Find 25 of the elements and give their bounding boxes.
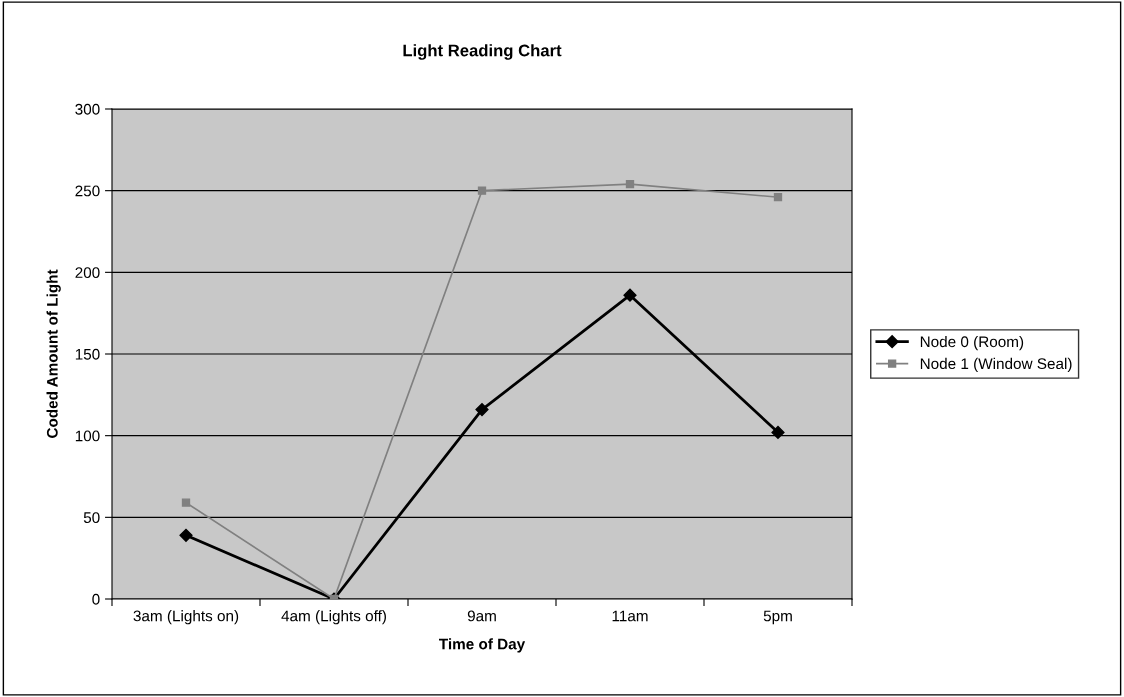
x-tick-label: 4am (Lights off) bbox=[281, 610, 386, 625]
point bbox=[179, 528, 193, 542]
y-tick-label: 150 bbox=[75, 348, 100, 360]
x-tick-label: 11am bbox=[612, 610, 648, 622]
y-tick-label: 300 bbox=[75, 103, 100, 115]
point bbox=[477, 186, 487, 195]
y-tick-label: 50 bbox=[83, 512, 100, 524]
point bbox=[181, 498, 191, 507]
y-tick-label: 250 bbox=[75, 185, 100, 197]
point bbox=[623, 288, 637, 302]
x-tick-label: 9am bbox=[467, 610, 496, 622]
y-axis-title: Coded Amount of Light bbox=[46, 269, 61, 438]
y-tick-label: 100 bbox=[75, 430, 100, 442]
x-tick-label: 3am (Lights on) bbox=[133, 610, 239, 625]
x-axis-title: Time of Day bbox=[439, 638, 526, 653]
point bbox=[475, 402, 489, 417]
y-tick-label: 0 bbox=[92, 593, 100, 605]
point bbox=[625, 179, 635, 189]
legend-label: Node 0 (Room) bbox=[920, 335, 1024, 351]
point bbox=[773, 193, 783, 202]
x-tick-label: 5pm bbox=[763, 610, 792, 625]
legend-label: Node 1 (Window Seal) bbox=[920, 357, 1072, 373]
chart-title: Light Reading Chart bbox=[403, 44, 562, 60]
point bbox=[771, 425, 785, 439]
y-tick-label: 200 bbox=[75, 267, 100, 279]
